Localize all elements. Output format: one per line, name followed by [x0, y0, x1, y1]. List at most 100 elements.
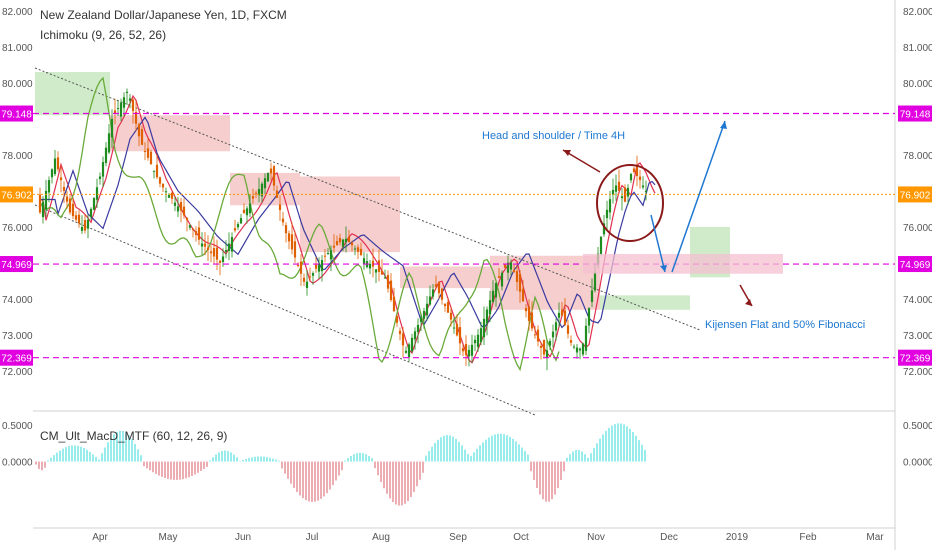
candle-body: [38, 194, 42, 213]
price-tick-left: 74.000: [2, 295, 33, 306]
time-ticks: Apr May Jun Jul Aug Sep Oct Nov Dec 2019 Feb Mar: [92, 532, 884, 543]
candle-body: [143, 151, 147, 153]
candle-body: [608, 199, 612, 213]
price-tick-left: 76.000: [2, 223, 33, 234]
candle-body: [500, 272, 504, 287]
time-tick-sep: Sep: [449, 532, 467, 543]
candle-body: [137, 124, 141, 137]
candle-body: [548, 340, 552, 346]
candle-body: [629, 173, 633, 181]
annotations: Head and shoulder / Time 4H Kijensen Flat…: [482, 120, 865, 331]
candle-body: [515, 271, 519, 283]
candle-body: [410, 337, 414, 352]
candle-body: [296, 264, 300, 266]
levels: 79.148 79.148 76.902 76.902 74.969 74.969 72.3…: [0, 105, 932, 366]
candle-body: [221, 256, 225, 262]
candle-body: [89, 208, 93, 217]
candle-body: [542, 339, 546, 355]
candle-body: [278, 204, 282, 211]
cloud-segment: [600, 295, 690, 310]
candle-body: [191, 228, 195, 230]
candle-body: [86, 219, 90, 229]
candle-body: [362, 258, 366, 265]
candle-body: [218, 260, 222, 263]
price-ticks: 72.000 72.000 73.000 73.000 74.000 74.000 76.0…: [2, 7, 932, 378]
candle-body: [56, 157, 60, 170]
price-tick-right: 80.000: [903, 79, 932, 90]
candle-body: [449, 312, 453, 320]
candle-body: [272, 166, 276, 186]
candle-body: [434, 284, 438, 287]
candle-body: [554, 322, 558, 331]
candle-body: [287, 233, 291, 242]
candle-body: [119, 102, 123, 117]
candle-body: [329, 250, 333, 260]
candle-body: [521, 288, 525, 302]
candle-body: [173, 202, 177, 206]
candle-body: [326, 253, 330, 255]
price-tick-right: 81.000: [903, 43, 932, 54]
time-tick-apr: Apr: [92, 532, 108, 543]
candle-body: [617, 181, 621, 191]
level-label-right: 74.969: [900, 260, 931, 271]
candle-body: [395, 315, 399, 323]
candle-body: [482, 318, 486, 338]
candle-body: [533, 334, 537, 336]
candle-body: [323, 255, 327, 257]
candle-body: [503, 263, 507, 268]
candle-body: [224, 249, 228, 252]
candle-body: [281, 218, 285, 223]
candle-body: [128, 98, 132, 101]
time-tick-may: May: [159, 532, 178, 543]
candle-body: [77, 214, 81, 224]
candle-body: [581, 343, 585, 355]
projection-up-head: [720, 121, 727, 129]
price-tick-left: 78.000: [2, 151, 33, 162]
level-label-right: 76.902: [900, 190, 931, 201]
candle-body: [572, 346, 576, 348]
time-tick-jul: Jul: [306, 532, 319, 543]
candle-body: [335, 241, 339, 245]
level-badge-left: [0, 349, 33, 366]
candle-body: [71, 203, 75, 217]
candle-body: [458, 327, 462, 344]
candle-body: [101, 162, 105, 177]
hs-arrow-line: [562, 149, 601, 173]
candle-body: [251, 196, 255, 199]
macd-tick-right: 0.5000: [903, 421, 932, 432]
candle-body: [464, 343, 468, 355]
candle-body: [551, 331, 555, 338]
candle-body: [479, 328, 483, 343]
macd-tick-right: 0.0000: [903, 458, 932, 469]
candles: [38, 88, 648, 371]
candle-body: [575, 347, 579, 353]
candle-body: [491, 290, 495, 303]
candle-body: [437, 282, 441, 294]
candle-body: [425, 303, 429, 316]
candle-body: [179, 202, 183, 211]
candle-body: [560, 309, 564, 316]
price-tick-right: 78.000: [903, 151, 932, 162]
candle-body: [314, 264, 318, 269]
candle-body: [209, 251, 213, 254]
candle-body: [263, 178, 267, 189]
candle-body: [164, 191, 168, 193]
candle-body: [290, 234, 294, 250]
candle-body: [131, 99, 135, 112]
candle-body: [200, 243, 204, 247]
candle-body: [233, 228, 237, 231]
candle-body: [605, 209, 609, 219]
candle-body: [134, 111, 138, 124]
candle-body: [47, 180, 51, 193]
tenkan-sen-line: [39, 94, 656, 364]
candle-body: [80, 226, 84, 231]
head-shoulder-circle: [596, 164, 664, 242]
candle-body: [563, 310, 567, 325]
price-tick-right: 76.000: [903, 223, 932, 234]
price-tick-left: 73.000: [2, 331, 33, 342]
level-label-left: 76.902: [1, 190, 32, 201]
price-tick-left: 80.000: [2, 79, 33, 90]
candle-body: [392, 296, 396, 312]
